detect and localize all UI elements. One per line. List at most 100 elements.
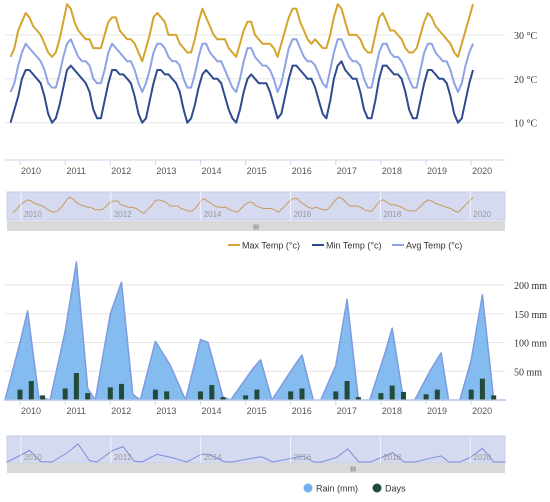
x-tick-label: 2019 (427, 166, 447, 176)
x-tick-label: 2012 (111, 406, 131, 416)
days-bar (28, 381, 34, 400)
navigator-label: 2010 (24, 453, 42, 462)
temperature-y-axis: 10 °C 20 °C 30 °C (514, 31, 537, 130)
x-tick-label: 2014 (201, 406, 221, 416)
days-bar (479, 378, 485, 400)
navigator-label: 2016 (294, 453, 312, 462)
navigator-series (12, 196, 474, 215)
days-bar (73, 373, 79, 400)
days-bar (288, 391, 294, 400)
series-line-avg-temp (9, 38, 474, 93)
legend-item-rain-fill[interactable]: Rain (mm) (303, 483, 359, 494)
rain-navigator[interactable]: 2010 2012 2014 2016 2018 2020 III (6, 435, 506, 474)
x-tick-label: 2014 (201, 166, 221, 176)
legend-label: Min Temp (°c) (326, 241, 381, 251)
navigator-labels: 2010 2012 2014 2016 2018 2020 (20, 436, 492, 463)
y-tick-label: 200 mm (514, 281, 547, 292)
navigator-label: 2012 (114, 210, 132, 219)
days-bar (243, 395, 249, 400)
legend-item-min-temp[interactable]: Min Temp (°c) (312, 241, 381, 251)
days-bar (468, 389, 474, 400)
legend-item-days-bar[interactable]: Days (372, 483, 407, 494)
rain-gridlines (5, 284, 505, 372)
scrollbar-grip-icon[interactable]: III (253, 225, 259, 232)
navigator-scrollbar[interactable] (7, 221, 505, 231)
days-bar (85, 393, 91, 400)
series-line-max-temp (9, 3, 474, 63)
navigator-series (6, 443, 505, 463)
legend-item-max-temp[interactable]: Max Temp (°c) (228, 241, 300, 251)
x-tick-label: 2017 (337, 406, 357, 416)
days-bar (119, 383, 124, 400)
navigator-label: 2014 (204, 453, 222, 462)
x-tick-label: 2018 (382, 166, 402, 176)
days-bar (401, 391, 406, 400)
temperature-legend: Max Temp (°c) Min Temp (°c) Avg Temp (°c) (228, 241, 462, 251)
days-bar (344, 381, 350, 400)
days-bar (378, 393, 384, 400)
navigator-line (12, 196, 474, 215)
days-bar (198, 391, 203, 400)
x-tick-label: 2020 (472, 406, 492, 416)
x-tick-label: 2010 (21, 406, 41, 416)
temperature-x-axis: 2010 2011 2012 2013 2014 2015 2016 2017 2018 2019… (19, 160, 492, 176)
days-bar (423, 394, 429, 401)
temperature-chart: 10 °C 20 °C 30 °C 2010 2011 2012 2013 2014 2015… (5, 3, 537, 176)
navigator-label: 2020 (473, 453, 491, 462)
legend-label: Max Temp (°c) (242, 241, 300, 251)
days-bar (389, 385, 395, 400)
navigator-scrollbar[interactable] (7, 463, 505, 473)
x-tick-label: 2011 (66, 166, 85, 176)
rain-legend: Rain (mm) Days (303, 483, 407, 494)
days-bar (209, 385, 215, 400)
legend-item-avg-temp[interactable]: Avg Temp (°c) (392, 241, 462, 251)
days-bar (333, 391, 339, 400)
days-bar (17, 389, 23, 400)
days-bar (355, 397, 361, 400)
x-tick-label: 2016 (292, 406, 312, 416)
rain-area (4, 261, 506, 401)
navigator-line (6, 443, 505, 463)
legend-label: Avg Temp (°c) (406, 241, 462, 251)
circle-icon (303, 483, 313, 493)
days-bar (152, 389, 158, 400)
navigator-label: 2012 (114, 453, 132, 462)
rain-chart: 50 mm 100 mm 150 mm 200 mm 2010 2011 2012 2013… (4, 261, 547, 416)
days-bar (107, 387, 113, 400)
days-bar (40, 395, 46, 400)
x-tick-label: 2017 (337, 166, 357, 176)
y-tick-label: 30 °C (514, 31, 537, 42)
days-bar (220, 397, 226, 400)
y-tick-label: 20 °C (514, 75, 537, 86)
navigator-window[interactable] (6, 435, 506, 464)
y-tick-label: 100 mm (514, 339, 547, 350)
y-tick-label: 150 mm (514, 310, 547, 321)
scrollbar-grip-icon[interactable]: III (350, 467, 356, 474)
temperature-navigator[interactable]: 2010 2012 2014 2016 2018 2020 III (6, 191, 506, 232)
rain-x-axis: 2010 2011 2012 2013 2014 2015 2016 2017 2018 2019… (19, 400, 492, 416)
x-tick-label: 2019 (427, 406, 447, 416)
x-tick-label: 2010 (21, 166, 41, 176)
days-bar (299, 388, 305, 400)
legend-label: Days (385, 484, 406, 494)
x-tick-label: 2015 (247, 406, 267, 416)
days-bar (491, 395, 497, 400)
navigator-label: 2014 (204, 210, 222, 219)
days-bar (164, 391, 170, 400)
x-tick-label: 2013 (156, 406, 176, 416)
navigator-label: 2010 (24, 210, 42, 219)
days-bar (434, 389, 440, 400)
rain-series (4, 261, 506, 401)
rain-y-axis: 50 mm 100 mm 150 mm 200 mm (514, 281, 547, 378)
y-tick-label: 10 °C (514, 119, 537, 130)
navigator-label: 2020 (473, 210, 491, 219)
navigator-label: 2018 (383, 453, 401, 462)
navigator-label: 2018 (383, 210, 401, 219)
days-bar (62, 388, 68, 400)
navigator-label: 2016 (294, 210, 312, 219)
days-series (17, 373, 497, 401)
navigator-labels: 2010 2012 2014 2016 2018 2020 (20, 192, 492, 220)
x-tick-label: 2012 (111, 166, 131, 176)
